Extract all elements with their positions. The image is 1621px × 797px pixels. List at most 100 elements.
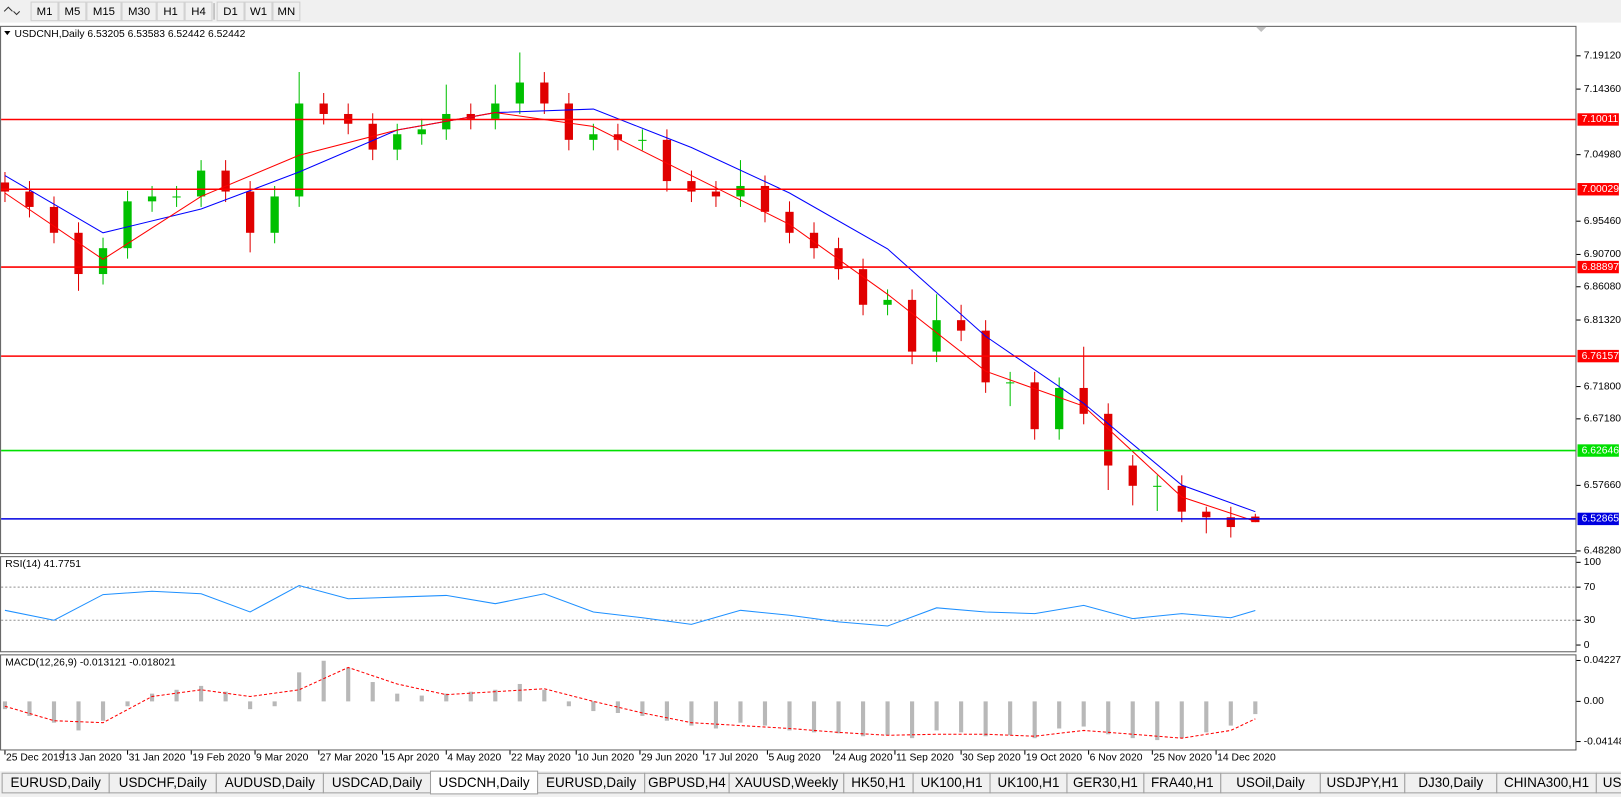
candle-body xyxy=(1055,387,1064,430)
macd-bar xyxy=(174,689,179,702)
macd-bar xyxy=(542,689,547,702)
symbol-tab[interactable]: XAUUSD,Weekly xyxy=(728,772,845,794)
x-tick-label: 19 Feb 2020 xyxy=(192,752,250,763)
candle-body xyxy=(1030,382,1039,430)
x-tick-label: 9 Mar 2020 xyxy=(256,752,309,763)
symbol-tab[interactable]: USDCAD,Daily xyxy=(322,772,432,794)
timeframe-button[interactable]: M1 xyxy=(30,1,59,22)
tab-label: EURUSD,Daily xyxy=(546,775,637,790)
x-tick-label: 25 Dec 2019 xyxy=(6,752,65,763)
symbol-tab[interactable]: DJ30,Daily xyxy=(1404,772,1498,794)
timeframe-button[interactable]: M30 xyxy=(121,1,157,22)
symbol-tab[interactable]: EURUSD,Daily xyxy=(537,772,646,794)
symbol-tab[interactable]: EURUSD,Daily xyxy=(1,772,110,794)
macd-bar xyxy=(199,685,204,702)
macd-bar xyxy=(811,701,817,733)
macd-bar xyxy=(885,701,890,736)
candle-body xyxy=(760,185,770,212)
macd-bar xyxy=(640,701,645,716)
timeframe-button[interactable]: H1 xyxy=(156,1,185,22)
button-label: M15 xyxy=(93,6,115,18)
macd-bar xyxy=(910,701,915,739)
timeframe-button[interactable]: W1 xyxy=(244,1,273,22)
x-tick-label: 13 Jan 2020 xyxy=(65,752,122,763)
symbol-tab[interactable]: US xyxy=(1595,772,1621,794)
tab-label: USDCNH,Daily xyxy=(439,775,530,790)
button-label: H4 xyxy=(191,6,206,18)
macd-bar xyxy=(1008,701,1013,736)
x-tick-label: 31 Jan 2020 xyxy=(129,752,186,763)
candle-body xyxy=(515,82,524,104)
candle-body xyxy=(25,191,34,207)
macd-bar xyxy=(346,667,351,702)
timeframe-button[interactable]: MN xyxy=(272,1,301,22)
macd-bar xyxy=(272,701,277,707)
y-tick-label: 6.90700 xyxy=(1584,249,1621,260)
y-tick-label: 100 xyxy=(1584,557,1601,568)
macd-bar xyxy=(983,701,988,737)
level-label-box xyxy=(1577,349,1619,363)
macd-bar xyxy=(1032,701,1037,739)
x-tick-label: 22 May 2020 xyxy=(511,752,571,763)
macd-bar xyxy=(1253,701,1258,715)
candle-body xyxy=(1153,485,1162,487)
symbol-tab[interactable]: CHINA300,H1 xyxy=(1496,772,1597,794)
candle-body xyxy=(123,201,132,249)
tab-label: GBPUSD,H4 xyxy=(648,775,726,790)
x-tick-label: 5 Aug 2020 xyxy=(768,752,821,763)
macd-bar xyxy=(248,701,253,710)
macd-bar xyxy=(738,701,743,723)
button-frame xyxy=(86,1,122,22)
symbol-tab[interactable]: FRA40,H1 xyxy=(1143,772,1222,794)
symbol-tab[interactable]: USDCHF,Daily xyxy=(108,772,217,794)
candle-body xyxy=(662,139,672,182)
tab-label: GER30,H1 xyxy=(1073,775,1138,790)
level-label-box xyxy=(1577,113,1619,126)
y-tick-label: 0.042275 xyxy=(1584,655,1621,666)
y-tick-label: 6.71800 xyxy=(1584,381,1621,392)
title-arrow xyxy=(4,31,11,36)
macd-bar xyxy=(517,683,522,702)
macd-bar xyxy=(934,701,939,731)
symbol-tab[interactable]: AUDUSD,Daily xyxy=(215,772,324,794)
candle-body xyxy=(1226,517,1235,528)
macd-bar xyxy=(860,701,866,737)
symbol-tab[interactable]: USDCNH,Daily xyxy=(429,770,539,795)
tab-label: USDCAD,Daily xyxy=(332,775,423,790)
candle-body xyxy=(1202,511,1211,518)
timeframe-button[interactable]: H4 xyxy=(184,1,213,22)
candle-body xyxy=(393,134,402,150)
timeframe-button[interactable]: D1 xyxy=(216,1,245,22)
macd-bar xyxy=(297,672,302,702)
candle-body xyxy=(196,170,206,197)
x-tick-label: 6 Nov 2020 xyxy=(1090,752,1143,763)
button-label: H1 xyxy=(163,6,178,18)
macd-bar xyxy=(664,701,669,721)
x-tick-label: 19 Oct 2020 xyxy=(1026,752,1083,763)
symbol-tab[interactable]: GBPUSD,H4 xyxy=(644,772,730,794)
symbol-tab[interactable]: GER30,H1 xyxy=(1066,772,1145,794)
symbol-tab[interactable]: USOil,Daily xyxy=(1220,772,1321,794)
rsi-line xyxy=(4,584,1256,627)
symbol-tab[interactable]: UK100,H1 xyxy=(912,772,991,794)
candle-body xyxy=(491,103,500,119)
shift-marker xyxy=(1256,26,1267,33)
timeframe-button[interactable]: M5 xyxy=(58,1,87,22)
candle-body xyxy=(687,181,696,192)
symbol-tab[interactable]: USDJPY,H1 xyxy=(1319,772,1406,794)
candle-body xyxy=(74,232,83,275)
y-tick-label: 6.48280 xyxy=(1584,546,1621,557)
candle-body xyxy=(834,248,843,270)
symbol-tab[interactable]: HK50,H1 xyxy=(843,772,914,794)
tab-label: EURUSD,Daily xyxy=(11,775,102,790)
candle-body xyxy=(417,129,426,135)
macd-bar xyxy=(1130,701,1135,739)
candle-body xyxy=(1104,413,1113,466)
macd-bar xyxy=(713,701,719,729)
x-tick-label: 24 Aug 2020 xyxy=(835,752,893,763)
macd-bar xyxy=(2,701,8,710)
tab-frame xyxy=(1595,772,1621,794)
timeframe-button[interactable]: M15 xyxy=(86,1,122,22)
symbol-tab[interactable]: UK100,H1 xyxy=(989,772,1068,794)
macd-bar xyxy=(1081,701,1086,727)
